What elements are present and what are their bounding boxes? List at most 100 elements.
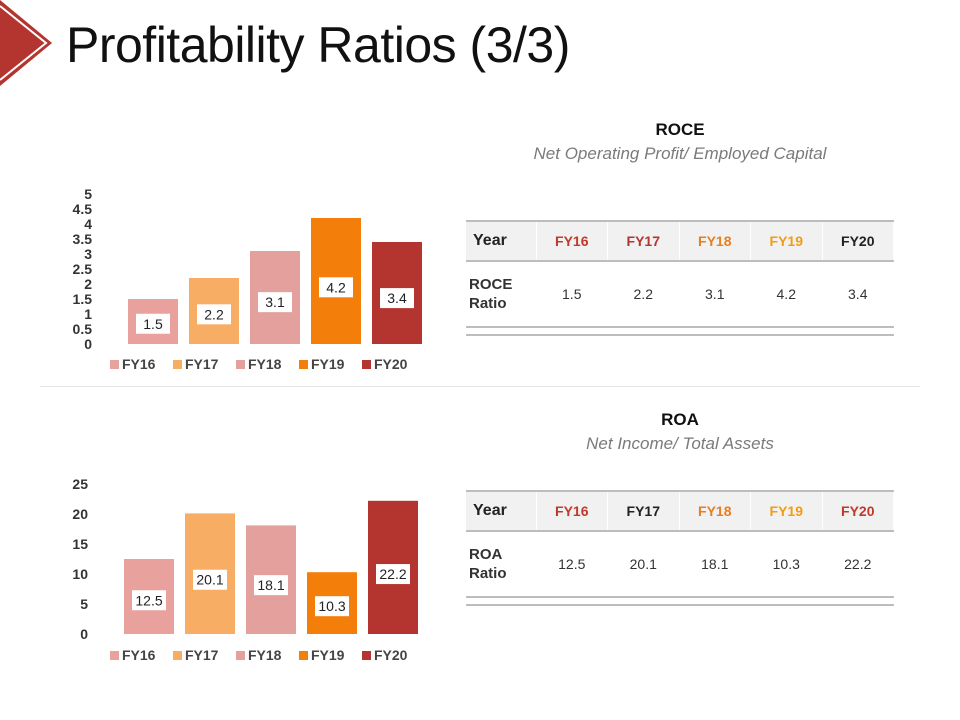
roce-y-tick-label: 3 <box>84 246 92 262</box>
roce-value-cell: 3.4 <box>848 286 868 302</box>
corner-arrow-decoration <box>0 0 52 86</box>
roa-value-cell: 10.3 <box>772 556 800 572</box>
roce-table-header-row: Year FY16 FY17 FY18 FY19 FY20 <box>466 220 894 262</box>
roa-data-label-box <box>315 596 349 617</box>
roce-legend-swatch <box>362 360 371 369</box>
roce-year-header: FY19 <box>750 220 823 262</box>
roa-legend-label: FY16 <box>122 647 156 663</box>
roce-data-label: 3.1 <box>265 294 285 310</box>
roa-legend-label: FY18 <box>248 647 282 663</box>
roa-data-label-box <box>376 564 410 585</box>
roce-heading-block: ROCE Net Operating Profit/ Employed Capi… <box>466 120 894 164</box>
roce-data-label-box <box>136 313 170 334</box>
roce-data-label-box <box>380 288 414 309</box>
roce-legend-swatch <box>299 360 308 369</box>
roce-heading: ROCE <box>655 120 705 139</box>
roa-year-header: FY18 <box>679 490 751 532</box>
roa-y-tick-label: 25 <box>72 476 88 492</box>
roce-value-cell: 1.5 <box>562 286 582 302</box>
roa-value-cell: 18.1 <box>701 556 729 572</box>
section-divider <box>40 386 920 387</box>
roce-data-label: 4.2 <box>326 279 346 295</box>
roce-data-label-box <box>197 304 231 325</box>
roa-data-label: 22.2 <box>379 566 406 582</box>
roce-legend-label: FY20 <box>374 356 408 372</box>
roa-data-label-box <box>193 569 227 590</box>
roce-legend-swatch <box>173 360 182 369</box>
roa-data-label: 20.1 <box>196 572 223 588</box>
roa-table: Year FY16 FY17 FY18 FY19 FY20 ROA Ratio … <box>466 490 894 606</box>
roce-legend-swatch <box>236 360 245 369</box>
roce-legend-label: FY19 <box>311 356 345 372</box>
roce-y-tick-label: 2 <box>84 276 92 292</box>
roa-y-tick-label: 15 <box>72 536 88 552</box>
roa-data-label: 12.5 <box>135 592 162 608</box>
roce-data-label: 3.4 <box>387 290 407 306</box>
roa-bar-chart: 0 5 10 15 20 25 12.5 20.1 18.1 10.3 22.2 FY16 FY17 FY… <box>72 476 418 663</box>
roce-year-label: Year <box>466 220 537 262</box>
roa-data-label-box <box>254 575 288 596</box>
roa-year-header: FY16 <box>536 490 608 532</box>
roa-value-cell: 20.1 <box>629 556 657 572</box>
roce-y-tick-label: 2.5 <box>73 261 93 277</box>
roce-bar-chart: 00.511.522.533.544.551.52.23.14.23.4FY16… <box>73 186 422 372</box>
roce-y-tick-label: 3.5 <box>73 231 93 247</box>
roce-year-header: FY17 <box>607 220 680 262</box>
roce-value-cell: 2.2 <box>633 286 653 302</box>
roce-legend-label: FY16 <box>122 356 156 372</box>
roce-year-header: FY20 <box>822 220 894 262</box>
roa-data-label-box <box>132 590 166 611</box>
roce-data-label-box <box>319 277 353 298</box>
roce-year-header: FY16 <box>536 220 608 262</box>
roce-value-cell: 4.2 <box>776 286 796 302</box>
roce-row-label-line1: ROCE <box>469 276 513 293</box>
roce-row-label-line2: Ratio <box>469 295 507 312</box>
roce-data-label: 1.5 <box>143 316 163 332</box>
roa-table-header-row: Year FY16 FY17 FY18 FY19 FY20 <box>466 490 894 532</box>
roa-y-tick-label: 10 <box>72 566 88 582</box>
roce-year-header: FY18 <box>679 220 751 262</box>
roa-legend-label: FY20 <box>374 647 408 663</box>
roa-heading-block: ROA Net Income/ Total Assets <box>466 410 894 454</box>
roa-data-label: 10.3 <box>318 598 345 614</box>
roa-row-label-line1: ROA <box>469 546 503 563</box>
roa-table-footer-rule <box>466 596 894 606</box>
roa-y-tick-label: 20 <box>72 506 88 522</box>
roa-y-tick-label: 5 <box>80 596 88 612</box>
roa-year-header: FY19 <box>750 490 823 532</box>
roce-data-label: 2.2 <box>204 306 224 322</box>
roce-value-cell: 3.1 <box>705 286 725 302</box>
roce-y-tick-label: 0.5 <box>73 321 93 337</box>
roce-y-tick-label: 5 <box>84 186 92 202</box>
roa-legend-swatch <box>173 651 182 660</box>
roa-legend-swatch <box>362 651 371 660</box>
roa-value-cell: 22.2 <box>844 556 872 572</box>
roa-row-label: ROA Ratio <box>466 531 536 597</box>
roa-year-header: FY17 <box>607 490 680 532</box>
roa-table-row: ROA Ratio 12.5 20.1 18.1 10.3 22.2 <box>466 531 894 597</box>
roa-legend-label: FY17 <box>185 647 219 663</box>
roce-y-tick-label: 1.5 <box>73 291 93 307</box>
roa-value-cell: 12.5 <box>558 556 586 572</box>
roce-legend-swatch <box>110 360 119 369</box>
roa-heading: ROA <box>661 410 699 429</box>
roa-data-label: 18.1 <box>257 577 284 593</box>
roce-legend-label: FY18 <box>248 356 282 372</box>
roa-legend-swatch <box>299 651 308 660</box>
roa-year-header: FY20 <box>822 490 894 532</box>
roce-row-label: ROCE Ratio <box>466 261 536 327</box>
roa-y-tick-label: 0 <box>80 626 88 642</box>
roa-year-label: Year <box>466 490 537 532</box>
roce-y-tick-label: 4.5 <box>73 201 93 217</box>
roce-legend-label: FY17 <box>185 356 219 372</box>
page-title: Profitability Ratios (3/3) <box>66 17 570 73</box>
roce-y-tick-label: 0 <box>84 336 92 352</box>
roa-row-label-line2: Ratio <box>469 565 507 582</box>
roa-legend-swatch <box>110 651 119 660</box>
roce-y-tick-label: 4 <box>84 216 92 232</box>
roce-table: Year FY16 FY17 FY18 FY19 FY20 ROCE Ratio… <box>466 220 894 336</box>
roa-legend-swatch <box>236 651 245 660</box>
roa-subheading: Net Income/ Total Assets <box>586 434 774 453</box>
roce-table-footer-rule <box>466 326 894 336</box>
roce-y-tick-label: 1 <box>84 306 92 322</box>
